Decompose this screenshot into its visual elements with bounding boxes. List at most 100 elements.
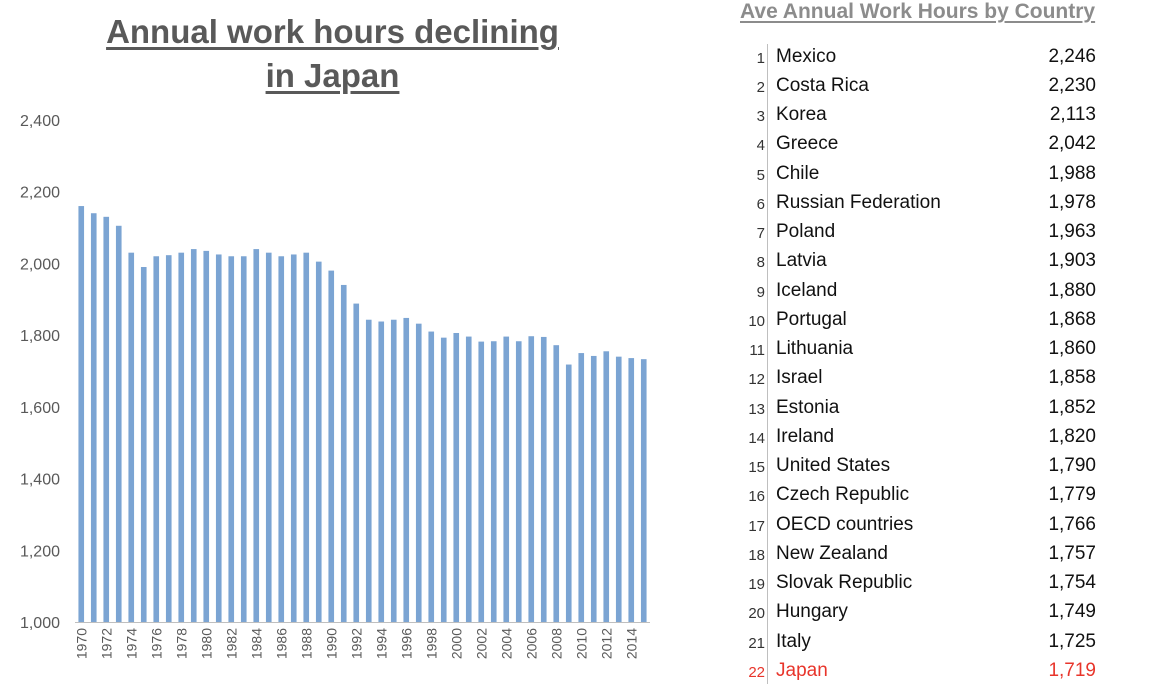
- y-tick-label: 1,000: [20, 615, 60, 632]
- hours-cell: 1,757: [1048, 542, 1096, 564]
- bar: [565, 364, 572, 622]
- country-cell: Chile: [776, 162, 820, 184]
- y-tick-label: 1,200: [20, 543, 60, 560]
- bar: [153, 256, 160, 622]
- bar: [265, 252, 272, 622]
- table-row: 12 Israel 1,858: [740, 364, 1100, 393]
- table-row: 4 Greece 2,042: [740, 130, 1100, 159]
- chart-title-line-1: Annual work hours declining: [106, 13, 559, 50]
- country-cell: OECD countries: [776, 513, 914, 535]
- chart-title: Annual work hours declining in Japan: [60, 10, 605, 98]
- table-row: 6 Russian Federation 1,978: [740, 188, 1100, 217]
- bar: [353, 303, 360, 622]
- rank-cell: 17: [748, 517, 765, 535]
- bar: [553, 345, 560, 622]
- x-tick-label: 2004: [498, 628, 514, 659]
- bar: [453, 332, 460, 622]
- y-tick-label: 2,400: [20, 113, 60, 130]
- table-row: 20 Hungary 1,749: [740, 598, 1100, 627]
- x-tick-label: 2010: [573, 628, 589, 659]
- bar: [115, 225, 122, 622]
- rank-cell: 22: [748, 663, 765, 681]
- x-tick-label: 1978: [173, 628, 189, 659]
- country-cell: United States: [776, 455, 891, 477]
- hours-cell: 1,719: [1048, 659, 1096, 681]
- country-cell: Mexico: [776, 45, 837, 67]
- bar: [615, 356, 622, 622]
- bar: [178, 252, 185, 622]
- bar: [390, 319, 397, 622]
- rank-cell: 19: [748, 576, 765, 594]
- bar: [590, 355, 597, 622]
- country-cell: Japan: [776, 659, 828, 681]
- bar: [378, 321, 385, 622]
- country-cell: Costa Rica: [776, 74, 869, 96]
- rank-cell: 1: [756, 49, 765, 67]
- x-tick-label: 2014: [623, 628, 639, 659]
- rank-cell: 11: [749, 342, 765, 360]
- x-tick-label: 1992: [348, 628, 364, 659]
- table-row: 21 Italy 1,725: [740, 627, 1100, 656]
- y-tick-label: 1,800: [20, 328, 60, 345]
- ranking-table: 1 Mexico 2,246 2 Costa Rica 2,230 3 Korea 2,113 4…: [740, 42, 1100, 686]
- table-row: 7 Poland 1,963: [740, 218, 1100, 247]
- y-tick-label: 2,200: [20, 185, 60, 202]
- bar: [503, 336, 510, 622]
- x-tick-label: 1998: [423, 628, 439, 659]
- rank-cell: 4: [756, 137, 765, 155]
- bar: [528, 336, 535, 622]
- rank-cell: 2: [756, 78, 765, 96]
- hours-cell: 2,246: [1048, 45, 1096, 67]
- rank-cell: 18: [748, 546, 765, 564]
- table-divider: [767, 44, 768, 684]
- table-title: Ave Annual Work Hours by Country: [740, 0, 1096, 23]
- bar: [428, 331, 435, 622]
- x-tick-label: 2008: [548, 628, 564, 659]
- country-cell: Iceland: [776, 279, 838, 301]
- bar: [303, 252, 310, 622]
- country-cell: Italy: [776, 630, 811, 652]
- x-tick-label: 1972: [98, 628, 114, 659]
- bar: [290, 254, 297, 622]
- table-row: 5 Chile 1,988: [740, 159, 1100, 188]
- hours-cell: 1,779: [1048, 484, 1096, 506]
- rank-cell: 21: [748, 634, 765, 652]
- x-tick-label: 1986: [273, 628, 289, 659]
- x-tick-label: 2012: [598, 628, 614, 659]
- bar: [515, 341, 522, 622]
- x-tick-label: 2006: [523, 628, 539, 659]
- bar: [340, 284, 347, 622]
- bar: [440, 337, 447, 622]
- hours-cell: 1,858: [1048, 367, 1096, 389]
- country-cell: Slovak Republic: [776, 572, 913, 594]
- hours-cell: 2,230: [1048, 74, 1096, 96]
- hours-cell: 1,903: [1048, 250, 1096, 272]
- rank-cell: 7: [756, 225, 765, 243]
- table-row: 17 OECD countries 1,766: [740, 510, 1100, 539]
- table-row: 16 Czech Republic 1,779: [740, 481, 1100, 510]
- table-row: 8 Latvia 1,903: [740, 247, 1100, 276]
- bar: [415, 323, 422, 622]
- table-row: 19 Slovak Republic 1,754: [740, 569, 1100, 598]
- rank-cell: 14: [748, 429, 765, 447]
- y-tick-label: 2,000: [20, 256, 60, 273]
- hours-cell: 1,820: [1048, 425, 1096, 447]
- hours-cell: 1,963: [1048, 221, 1096, 243]
- table-row: 2 Costa Rica 2,230: [740, 71, 1100, 100]
- table-row: 13 Estonia 1,852: [740, 393, 1100, 422]
- x-tick-label: 1990: [323, 628, 339, 659]
- hours-cell: 1,880: [1048, 279, 1096, 301]
- bar: [628, 358, 635, 622]
- bar: [578, 353, 585, 622]
- table-row: 1 Mexico 2,246: [740, 42, 1100, 71]
- bar: [278, 256, 285, 622]
- x-tick-label: 1970: [73, 628, 89, 659]
- bar: [78, 206, 85, 623]
- hours-cell: 1,766: [1048, 513, 1096, 535]
- bar: [490, 341, 497, 622]
- table-row: 14 Ireland 1,820: [740, 422, 1100, 451]
- x-tick-label: 1974: [123, 628, 139, 659]
- country-cell: Poland: [776, 221, 836, 243]
- x-tick-label: 1996: [398, 628, 414, 659]
- rank-cell: 10: [748, 312, 765, 330]
